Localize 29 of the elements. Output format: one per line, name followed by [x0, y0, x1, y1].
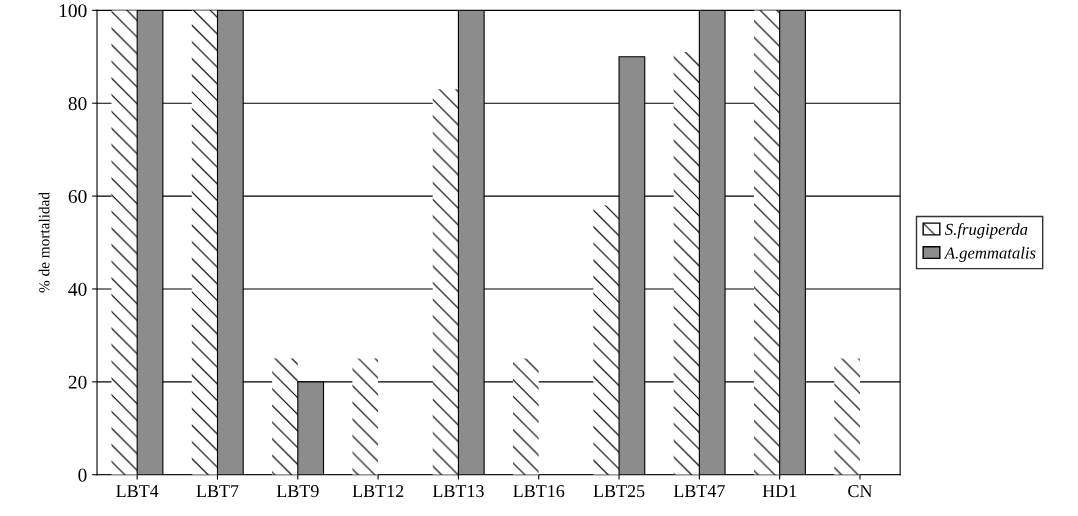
bar	[673, 52, 700, 475]
bar	[432, 89, 459, 475]
bar	[272, 358, 298, 475]
legend-label: S.frugiperda	[945, 223, 1028, 239]
bar	[352, 358, 379, 475]
x-tick-label: LBT12	[352, 485, 404, 498]
x-tick-label: LBT25	[593, 485, 645, 498]
x-tick-label: LBT13	[432, 485, 484, 498]
x-tick-label: LBT7	[196, 485, 239, 498]
bar	[593, 205, 620, 475]
bar	[111, 10, 138, 475]
bar	[513, 358, 539, 475]
x-tick-label: CN	[848, 485, 873, 498]
bar	[753, 10, 780, 475]
legend-label: A.gemmatalis	[943, 246, 1036, 262]
y-tick-label: 60	[68, 189, 87, 204]
y-tick-label: 20	[68, 375, 87, 389]
y-tick-label: 0	[78, 468, 87, 482]
x-tick-label: LBT9	[276, 485, 319, 498]
x-tick-label: LBT4	[116, 485, 159, 498]
y-tick-label: 80	[68, 97, 87, 111]
y-tick-label: 100	[59, 4, 87, 18]
bar	[191, 10, 218, 475]
bar	[834, 358, 860, 475]
x-tick-label: LBT47	[673, 485, 725, 498]
x-tick-label: LBT16	[513, 485, 565, 498]
y-axis-title: % de mortalidad	[38, 192, 50, 293]
x-tick-label: HD1	[762, 485, 797, 498]
y-tick-label: 40	[68, 282, 87, 296]
